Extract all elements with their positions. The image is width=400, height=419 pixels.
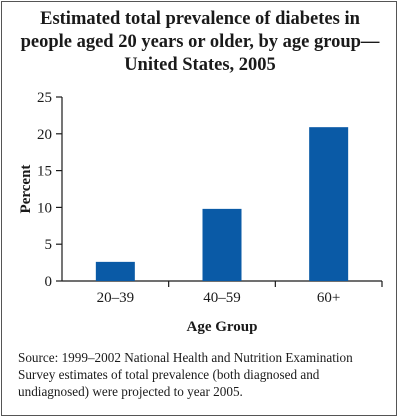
bar	[309, 127, 349, 282]
chart-title-line-3: United States, 2005	[124, 55, 276, 75]
x-axis-title: Age Group	[187, 319, 258, 335]
y-axis-title: Percent	[18, 165, 34, 214]
source-note: Source: 1999–2002 National Health and Nu…	[18, 350, 353, 399]
y-tick-label: 0	[45, 274, 53, 290]
x-tick-label: 20–39	[97, 290, 135, 306]
x-tick-label: 40–59	[203, 290, 241, 306]
bar	[95, 261, 135, 281]
x-tick-label: 60+	[317, 290, 340, 306]
y-tick-label: 20	[37, 127, 52, 143]
y-tick-label: 25	[37, 90, 52, 106]
y-tick-label: 5	[45, 237, 53, 253]
y-tick-label: 15	[37, 164, 52, 180]
chart-title-line-2: people aged 20 years or older, by age gr…	[20, 32, 380, 52]
chart-title-line-1: Estimated total prevalence of diabetes i…	[40, 9, 360, 29]
chart-title: Estimated total prevalence of diabetes i…	[10, 8, 390, 77]
bar	[202, 208, 242, 281]
y-tick-label: 10	[37, 200, 52, 216]
